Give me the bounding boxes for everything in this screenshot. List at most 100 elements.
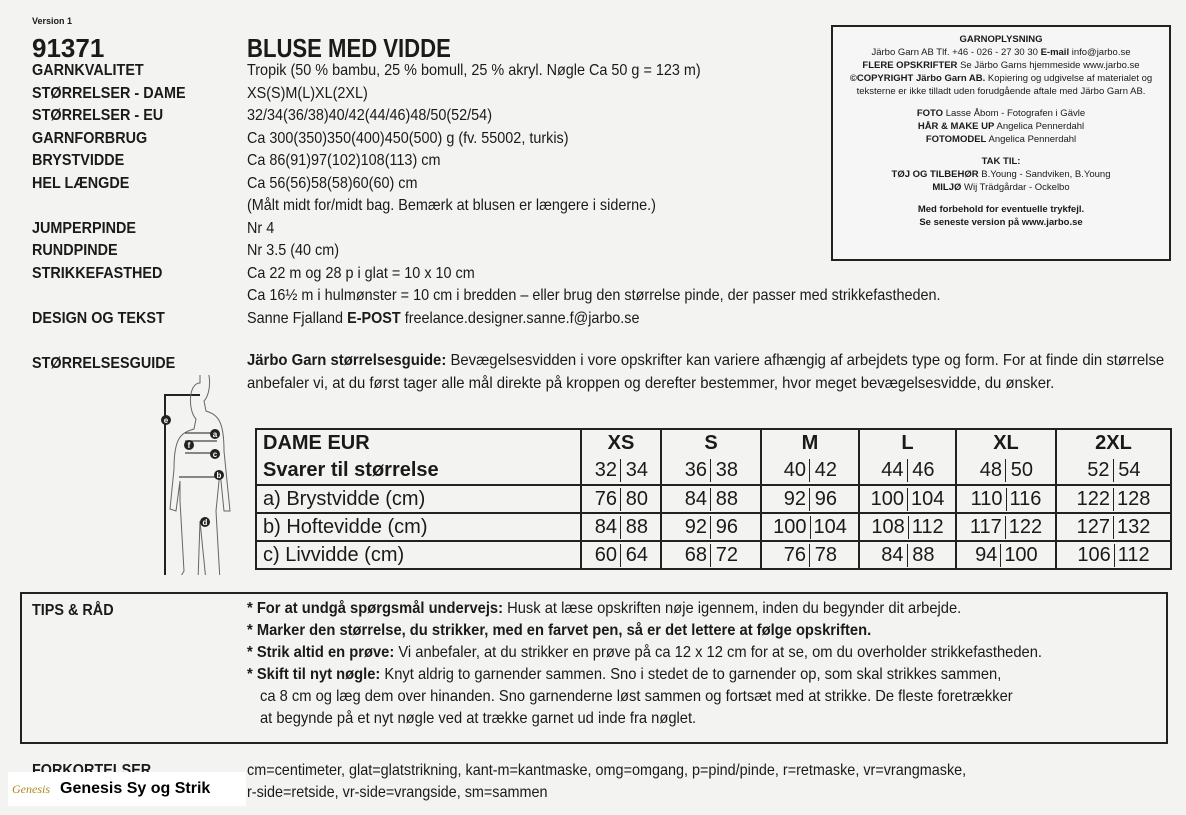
- spec-label: RUNDPINDE: [32, 242, 118, 259]
- tip-continuation: ca 8 cm og læg dem over hinanden. Sno ga…: [260, 688, 1013, 705]
- size-cell: 60 64: [580, 540, 661, 569]
- info-copyright-2: teksterne er ikke tilladt uden forudgåen…: [856, 86, 1146, 97]
- size-cell: 84 88: [858, 540, 956, 569]
- body-measurement-figure: a b c d e f: [161, 375, 231, 575]
- spec-label: JUMPERPINDE: [32, 219, 137, 237]
- design-label: DESIGN OG TEKST: [32, 310, 165, 327]
- info-model: FOTOMODEL Angelica Pennerdahl: [925, 134, 1077, 145]
- size-header: 2XL: [1055, 429, 1171, 457]
- size-cell: 100 104: [760, 512, 859, 541]
- size-cell: 32 34: [580, 457, 661, 485]
- size-cell: 108 112: [858, 512, 956, 541]
- info-hair: HÅR & MAKE UP Angelica Pennerdahl: [917, 121, 1085, 132]
- size-cell: 52 54: [1055, 457, 1171, 485]
- size-cell: 92 96: [660, 512, 761, 541]
- spec-value: Nr 4: [247, 219, 275, 237]
- spec-value: Ca 22 m og 28 p i glat = 10 x 10 cm: [247, 264, 475, 282]
- tip-continuation: at begynde på et nyt nøgle ved at trække…: [260, 710, 697, 727]
- marker-f: f: [188, 441, 191, 450]
- version-label: Version 1: [32, 16, 73, 26]
- spec-value: XS(S)M(L)XL(2XL): [247, 84, 368, 102]
- size-cell: 127 132: [1055, 512, 1171, 541]
- spec-label: STRIKKEFASTHED: [32, 264, 163, 282]
- pattern-number: 91371: [32, 33, 105, 63]
- size-cell: 44 46: [858, 457, 956, 485]
- size-cell: 76 80: [580, 484, 661, 513]
- size-cell: 106 112: [1055, 540, 1171, 569]
- info-foto: FOTO Lasse Åbom - Fotografen i Gävle: [916, 108, 1086, 119]
- info-title: GARNOPLYSNING: [959, 34, 1043, 45]
- watermark-text: Genesis Sy og Strik: [60, 780, 211, 797]
- table-row: a) Brystvidde (cm) 76 80 84 88 92 96 100 104 110 1…: [255, 484, 1171, 513]
- size-cell: 68 72: [660, 540, 761, 569]
- size-header: XL: [955, 429, 1056, 457]
- tips-box: TIPS & RÅD * For at undgå spørgsmål unde…: [20, 592, 1168, 744]
- spec-label: GARNKVALITET: [32, 62, 144, 79]
- table-header-row: DAME EUR XS S M L XL 2XL: [255, 429, 1171, 457]
- tip-item: * Skift til nyt nøgle: Knyt aldrig to ga…: [247, 666, 1002, 683]
- spec-label: HEL LÆNGDE: [32, 174, 130, 192]
- size-cell: 48 50: [955, 457, 1056, 485]
- eu-size-row: Svarer til størrelse 32 34 36 38 40 42 44 46 48 50…: [255, 457, 1171, 485]
- info-note-1: Med forbehold for eventuelle trykfejl.: [917, 204, 1085, 215]
- spec-label: GARNFORBRUG: [32, 129, 148, 147]
- size-header: XS: [580, 429, 661, 457]
- row-label: a) Brystvidde (cm): [255, 484, 581, 513]
- marker-c: c: [213, 450, 218, 459]
- spec-value: Ca 86(91)97(102)108(113) cm: [247, 152, 441, 169]
- info-note-2: Se seneste version på www.jarbo.se: [919, 217, 1083, 228]
- marker-d: d: [203, 518, 208, 527]
- spec-value: (Målt midt for/midt bag. Bemærk at bluse…: [247, 197, 656, 214]
- spec-value: Ca 56(56)58(58)60(60) cm: [247, 174, 418, 192]
- size-cell: 36 38: [660, 457, 761, 485]
- size-cell: 117 122: [955, 512, 1056, 541]
- pattern-title: BLUSE MED VIDDE: [247, 33, 451, 63]
- marker-e: e: [164, 416, 169, 425]
- size-cell: 92 96: [760, 484, 859, 513]
- info-env: MILJØ Wij Trädgårdar - Ockelbo: [932, 182, 1070, 193]
- size-header: S: [660, 429, 761, 457]
- tips-label: TIPS & RÅD: [32, 602, 114, 619]
- spec-label: BRYSTVIDDE: [32, 152, 125, 169]
- guide-label: STØRRELSESGUIDE: [32, 355, 176, 372]
- abbrev-line-1: cm=centimeter, glat=glatstrikning, kant-…: [247, 762, 967, 779]
- tip-item: * Marker den størrelse, du strikker, med…: [247, 622, 872, 639]
- yarn-info-box: GARNOPLYSNING Järbo Garn AB Tlf. +46 - 0…: [831, 25, 1171, 261]
- design-value: Sanne Fjalland E-POST freelance.designer…: [247, 310, 639, 328]
- spec-value: Ca 300(350)350(400)450(500) g (fv. 55002…: [247, 129, 569, 147]
- header-label: DAME EUR: [255, 429, 581, 457]
- info-contact: Järbo Garn AB Tlf. +46 - 026 - 27 30 30 …: [871, 47, 1131, 58]
- info-thanks: TAK TIL:: [981, 156, 1021, 167]
- info-more: FLERE OPSKRIFTER Se Järbo Garns hjemmesi…: [862, 60, 1140, 71]
- size-cell: 84 88: [580, 512, 661, 541]
- spec-label: STØRRELSER - EU: [32, 107, 164, 124]
- size-cell: 110 116: [955, 484, 1056, 513]
- size-cell: 122 128: [1055, 484, 1171, 513]
- size-cell: 94 100: [955, 540, 1056, 569]
- table-row: c) Livvidde (cm) 60 64 68 72 76 78 84 88 94 100 106…: [255, 540, 1171, 569]
- guide-text: Järbo Garn størrelsesguide: Bevægelsesvi…: [247, 352, 1165, 392]
- spec-value: 32/34(36/38)40/42(44/46)48/50(52/54): [247, 107, 492, 124]
- spec-label: STØRRELSER - DAME: [32, 84, 186, 102]
- spec-value: Ca 16½ m i hulmønster = 10 cm i bredden …: [247, 287, 941, 304]
- size-cell: 40 42: [760, 457, 859, 485]
- email-label: E-POST: [347, 310, 401, 327]
- watermark: Genesis Genesis Sy og Strik: [8, 772, 246, 806]
- designer-email[interactable]: freelance.designer.sanne.f@jarbo.se: [404, 310, 640, 327]
- spec-value: Nr 3.5 (40 cm): [247, 242, 340, 259]
- marker-b: b: [217, 471, 222, 480]
- row-label: Svarer til størrelse: [255, 457, 581, 485]
- size-header: M: [760, 429, 859, 457]
- abbrev-line-2: r-side=retside, vr-side=vrangside, sm=sa…: [247, 784, 548, 801]
- size-cell: 76 78: [760, 540, 859, 569]
- size-header: L: [858, 429, 956, 457]
- designer-name: Sanne Fjalland: [247, 310, 344, 327]
- spec-value: Tropik (50 % bambu, 25 % bomull, 25 % ak…: [247, 62, 701, 79]
- info-clothes: TØJ OG TILBEHØR B.Young - Sandviken, B.Y…: [891, 169, 1111, 180]
- tip-item: * For at undgå spørgsmål undervejs: Husk…: [247, 600, 962, 617]
- size-table: DAME EUR XS S M L XL 2XL Svarer til størrelse 32…: [255, 428, 1172, 570]
- genesis-logo: Genesis: [12, 781, 50, 796]
- table-row: b) Hoftevidde (cm) 84 88 92 96 100 104 108 112 11…: [255, 512, 1171, 541]
- size-cell: 84 88: [660, 484, 761, 513]
- size-cell: 100 104: [858, 484, 956, 513]
